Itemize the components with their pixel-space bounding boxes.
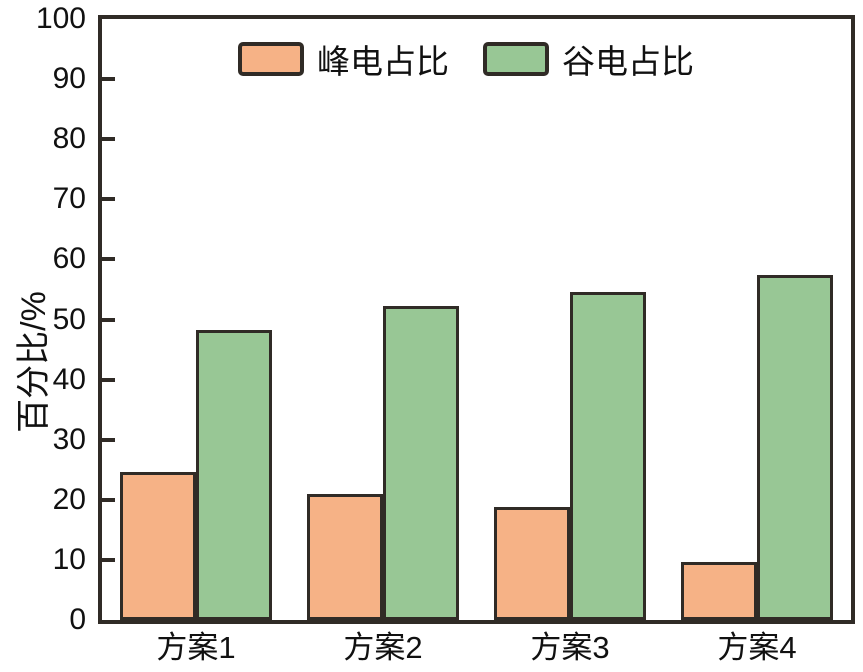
plot-area: 峰电占比 谷电占比 [98, 15, 855, 624]
y-tick-40 [102, 378, 115, 382]
y-tick-90 [102, 77, 115, 81]
y-tick-70 [102, 197, 115, 201]
y-tick-label-100: 100 [35, 2, 86, 35]
legend: 峰电占比 谷电占比 [238, 35, 694, 83]
y-tick-80 [102, 137, 115, 141]
y-tick-label-90: 90 [52, 62, 86, 95]
y-tick-label-30: 30 [52, 423, 86, 456]
legend-swatch-peak-icon [238, 42, 304, 76]
legend-item-peak: 峰电占比 [238, 35, 449, 83]
y-tick-20 [102, 498, 115, 502]
bar-peak-group2 [307, 494, 383, 620]
x-tick-label-group1: 方案1 [156, 630, 236, 665]
y-tick-label-40: 40 [52, 363, 86, 396]
legend-item-valley: 谷电占比 [483, 35, 694, 83]
y-tick-label-80: 80 [52, 122, 86, 155]
x-tick-label-group2: 方案2 [343, 630, 423, 665]
legend-label-peak: 峰电占比 [317, 43, 449, 80]
y-tick-label-0: 0 [69, 603, 86, 636]
bar-valley-group2 [383, 306, 459, 620]
bar-peak-group3 [494, 507, 570, 620]
legend-label-valley: 谷电占比 [562, 43, 694, 80]
y-tick-label-10: 10 [52, 543, 86, 576]
y-tick-10 [102, 558, 115, 562]
y-tick-label-60: 60 [52, 242, 86, 275]
y-tick-label-20: 20 [52, 483, 86, 516]
x-tick-label-group4: 方案4 [717, 630, 797, 665]
x-tick-label-group3: 方案3 [530, 630, 610, 665]
bar-peak-group1 [120, 472, 196, 620]
bar-valley-group4 [757, 275, 833, 620]
bar-peak-group4 [681, 562, 757, 620]
y-tick-50 [102, 318, 115, 322]
y-tick-label-70: 70 [52, 182, 86, 215]
bar-valley-group3 [570, 292, 646, 620]
bar-valley-group1 [196, 330, 272, 620]
legend-swatch-valley-icon [483, 42, 549, 76]
y-tick-label-50: 50 [52, 303, 86, 336]
y-tick-30 [102, 438, 115, 442]
y-tick-60 [102, 257, 115, 261]
